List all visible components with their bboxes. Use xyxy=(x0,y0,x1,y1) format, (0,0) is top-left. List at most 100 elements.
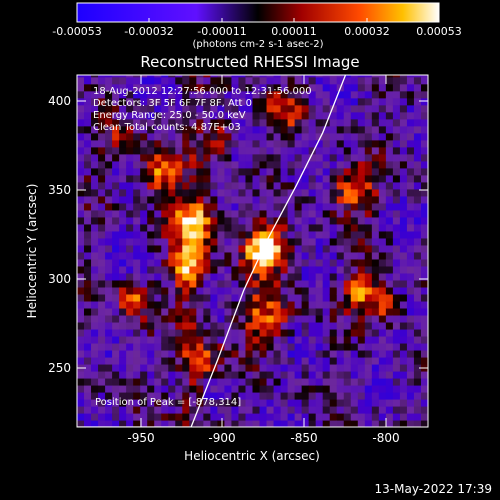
colorbar-tick-label: -0.00011 xyxy=(197,25,247,38)
heatmap-cell xyxy=(119,146,127,155)
heatmap-cell xyxy=(266,398,275,407)
heatmap-cell xyxy=(378,167,387,176)
heatmap-cell xyxy=(175,314,183,323)
heatmap-cell xyxy=(84,83,92,92)
heatmap-cell xyxy=(161,265,169,274)
heatmap-cell xyxy=(189,349,197,358)
heatmap-cell xyxy=(238,307,247,316)
heatmap-cell xyxy=(224,265,233,274)
heatmap-cell xyxy=(343,160,352,169)
heatmap-cell xyxy=(119,265,127,274)
heatmap-cell xyxy=(280,335,289,344)
heatmap-cell xyxy=(308,328,317,337)
heatmap-cell xyxy=(210,342,218,351)
heatmap-cell xyxy=(336,139,345,148)
heatmap-cell xyxy=(315,75,324,78)
heatmap-cell xyxy=(364,405,373,414)
heatmap-cell xyxy=(308,398,317,407)
heatmap-cell xyxy=(315,188,324,197)
heatmap-cell xyxy=(161,111,169,120)
heatmap-cell xyxy=(378,356,387,365)
heatmap-cell xyxy=(77,279,85,288)
info-line-time: 18-Aug-2012 12:27:56.000 to 12:31:56.000 xyxy=(93,86,312,97)
x-tick-label: -850 xyxy=(290,431,318,445)
heatmap-cell xyxy=(161,342,169,351)
heatmap-cell xyxy=(77,328,85,337)
heatmap-cell xyxy=(133,251,141,260)
heatmap-cell xyxy=(91,146,99,155)
heatmap-cell xyxy=(287,97,296,106)
heatmap-cell xyxy=(273,97,282,106)
heatmap-cell xyxy=(196,83,204,92)
heatmap-cell xyxy=(378,195,387,204)
heatmap-cell xyxy=(161,335,169,344)
heatmap-cell xyxy=(294,160,303,169)
heatmap-cell xyxy=(420,258,428,267)
heatmap-cell xyxy=(119,314,127,323)
heatmap-cell xyxy=(343,356,352,365)
heatmap-cell xyxy=(133,300,141,309)
heatmap-cell xyxy=(126,132,134,141)
heatmap-cell xyxy=(161,307,169,316)
heatmap-cell xyxy=(420,216,428,225)
heatmap-cell xyxy=(91,391,99,400)
heatmap-cell xyxy=(238,174,247,183)
heatmap-cell xyxy=(287,405,296,414)
heatmap-cell xyxy=(357,335,366,344)
heatmap-cell xyxy=(329,420,338,427)
heatmap-cell xyxy=(189,314,197,323)
heatmap-cell xyxy=(91,83,99,92)
heatmap-cell xyxy=(112,258,120,267)
heatmap-cell xyxy=(168,181,176,190)
heatmap-cell xyxy=(84,300,92,309)
heatmap-cell xyxy=(294,272,303,281)
heatmap-cell xyxy=(91,216,99,225)
heatmap-cell xyxy=(364,160,373,169)
heatmap-cell xyxy=(238,258,247,267)
heatmap-cell xyxy=(168,398,176,407)
heatmap-cell xyxy=(91,293,99,302)
heatmap-cell xyxy=(224,370,233,379)
heatmap-cell xyxy=(385,118,394,127)
heatmap-cell xyxy=(203,391,211,400)
heatmap-cell xyxy=(98,321,106,330)
heatmap-cell xyxy=(385,223,394,232)
heatmap-cell xyxy=(147,370,155,379)
heatmap-cell xyxy=(357,216,366,225)
heatmap-cell xyxy=(175,132,183,141)
heatmap-cell xyxy=(119,398,127,407)
heatmap-cell xyxy=(322,272,331,281)
heatmap-cell xyxy=(420,90,428,99)
heatmap-cell xyxy=(175,76,183,85)
heatmap-cell xyxy=(280,223,289,232)
heatmap-cell xyxy=(238,90,247,99)
heatmap-cell xyxy=(147,286,155,295)
heatmap-cell xyxy=(420,195,428,204)
heatmap-cell xyxy=(378,279,387,288)
heatmap-cell xyxy=(126,111,134,120)
heatmap-cell xyxy=(392,167,401,176)
heatmap-cell xyxy=(350,216,359,225)
heatmap-cell xyxy=(336,146,345,155)
heatmap-cell xyxy=(161,356,169,365)
heatmap-cell xyxy=(266,335,275,344)
heatmap-cell xyxy=(231,139,240,148)
heatmap-cell xyxy=(140,370,148,379)
heatmap-cell xyxy=(315,286,324,295)
heatmap-cell xyxy=(217,195,226,204)
heatmap-cell xyxy=(105,118,113,127)
heatmap-cell xyxy=(406,139,415,148)
heatmap-cell xyxy=(266,321,275,330)
heatmap-cell xyxy=(126,160,134,169)
heatmap-cell xyxy=(224,412,233,421)
heatmap-cell xyxy=(147,202,155,211)
heatmap-cell xyxy=(392,230,401,239)
heatmap-cell xyxy=(350,76,359,85)
heatmap-cell xyxy=(364,293,373,302)
heatmap-cell xyxy=(105,251,113,260)
heatmap-cell xyxy=(329,342,338,351)
heatmap-cell xyxy=(287,209,296,218)
heatmap-cell xyxy=(126,188,134,197)
heatmap-cell xyxy=(154,90,162,99)
